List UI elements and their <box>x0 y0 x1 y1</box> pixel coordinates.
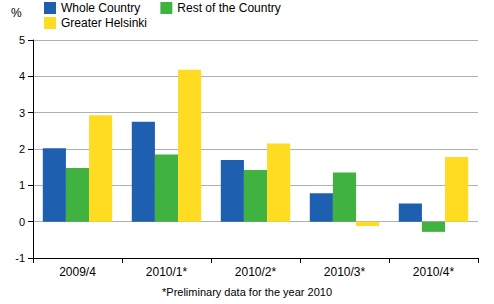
svg-text:%: % <box>11 6 22 20</box>
svg-text:-1: -1 <box>15 252 25 264</box>
svg-text:2010/1*: 2010/1* <box>146 265 188 279</box>
svg-text:Whole Country: Whole Country <box>61 1 140 15</box>
svg-text:4: 4 <box>19 70 25 82</box>
svg-text:*Preliminary data for the year: *Preliminary data for the year 2010 <box>162 286 332 298</box>
svg-text:2010/2*: 2010/2* <box>235 265 277 279</box>
svg-text:5: 5 <box>19 34 25 46</box>
svg-text:2009/4: 2009/4 <box>59 265 96 279</box>
svg-text:Greater Helsinki: Greater Helsinki <box>61 16 147 30</box>
svg-text:2010/4*: 2010/4* <box>413 265 455 279</box>
svg-text:0: 0 <box>19 216 25 228</box>
svg-text:2010/3*: 2010/3* <box>324 265 366 279</box>
svg-text:2: 2 <box>19 143 25 155</box>
svg-text:3: 3 <box>19 107 25 119</box>
svg-text:1: 1 <box>19 179 25 191</box>
svg-text:Rest of the Country: Rest of the Country <box>177 1 280 15</box>
